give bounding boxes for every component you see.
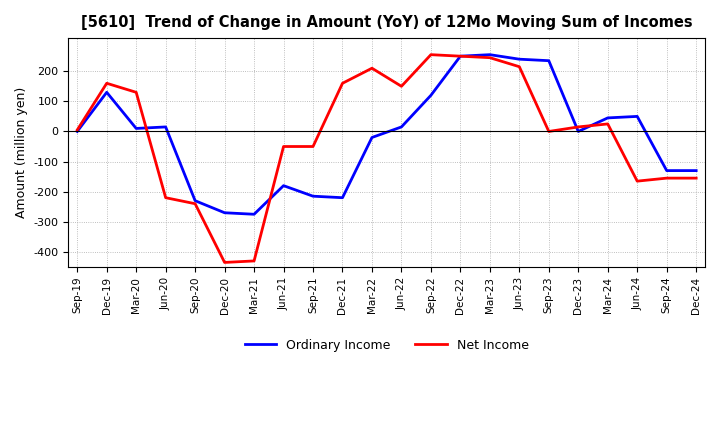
Ordinary Income — [544, 58, 553, 63]
Ordinary Income — [102, 90, 111, 95]
Net Income — [161, 195, 170, 200]
Ordinary Income — [692, 168, 701, 173]
Net Income — [250, 258, 258, 264]
Net Income — [662, 176, 671, 181]
Ordinary Income — [397, 124, 406, 129]
Net Income — [633, 179, 642, 184]
Line: Net Income: Net Income — [77, 55, 696, 262]
Ordinary Income — [338, 195, 347, 200]
Net Income — [456, 54, 464, 59]
Ordinary Income — [368, 135, 377, 140]
Net Income — [338, 81, 347, 86]
Net Income — [279, 144, 288, 149]
Ordinary Income — [161, 124, 170, 129]
Line: Ordinary Income: Ordinary Income — [77, 55, 696, 214]
Net Income — [220, 260, 229, 265]
Net Income — [515, 64, 523, 70]
Net Income — [73, 127, 81, 132]
Ordinary Income — [309, 194, 318, 199]
Ordinary Income — [426, 93, 435, 98]
Ordinary Income — [515, 57, 523, 62]
Ordinary Income — [662, 168, 671, 173]
Legend: Ordinary Income, Net Income: Ordinary Income, Net Income — [240, 334, 534, 357]
Ordinary Income — [456, 54, 464, 59]
Net Income — [397, 84, 406, 89]
Net Income — [603, 121, 612, 127]
Net Income — [191, 201, 199, 206]
Net Income — [426, 52, 435, 57]
Ordinary Income — [191, 198, 199, 203]
Net Income — [132, 90, 140, 95]
Y-axis label: Amount (million yen): Amount (million yen) — [15, 87, 28, 218]
Net Income — [309, 144, 318, 149]
Net Income — [692, 176, 701, 181]
Ordinary Income — [73, 129, 81, 134]
Net Income — [102, 81, 111, 86]
Ordinary Income — [220, 210, 229, 216]
Ordinary Income — [279, 183, 288, 188]
Title: [5610]  Trend of Change in Amount (YoY) of 12Mo Moving Sum of Incomes: [5610] Trend of Change in Amount (YoY) o… — [81, 15, 693, 30]
Ordinary Income — [574, 129, 582, 134]
Net Income — [544, 129, 553, 134]
Ordinary Income — [250, 212, 258, 217]
Net Income — [368, 66, 377, 71]
Ordinary Income — [485, 52, 494, 57]
Net Income — [574, 124, 582, 129]
Ordinary Income — [633, 114, 642, 119]
Net Income — [485, 55, 494, 60]
Ordinary Income — [132, 126, 140, 131]
Ordinary Income — [603, 115, 612, 121]
